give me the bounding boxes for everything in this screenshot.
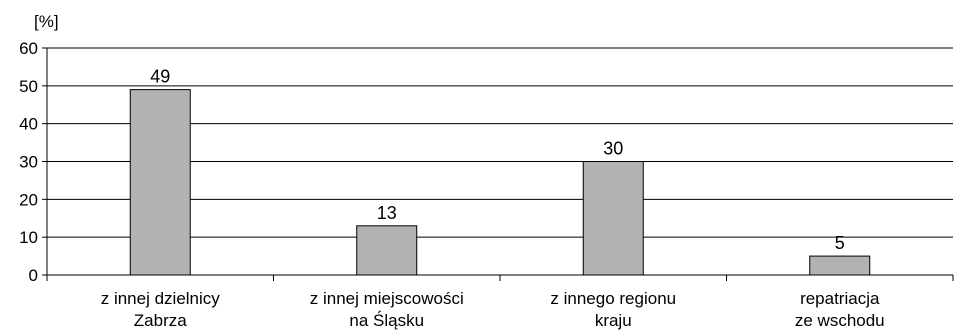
y-tick-label: 50: [19, 77, 38, 96]
data-label: 5: [835, 233, 845, 253]
bars: [129, 89, 871, 276]
category-label: z innego regionu: [550, 289, 676, 308]
category-label: kraju: [595, 311, 632, 330]
data-label: 49: [150, 67, 170, 87]
category-label: z innej dzielnicy: [101, 289, 221, 308]
data-label: 30: [603, 139, 623, 159]
y-axis-unit-label: [%]: [34, 12, 59, 31]
category-label: ze wschodu: [795, 311, 885, 330]
y-axis-ticks: 0 10 20 30 40 50 60: [19, 39, 47, 285]
data-labels: 49 13 30 5: [150, 67, 845, 253]
y-tick-label: 30: [19, 153, 38, 172]
y-tick-label: 20: [19, 190, 38, 209]
bar: [356, 225, 418, 276]
category-label: z innej miejscowości: [310, 289, 464, 308]
x-axis: [46, 48, 954, 281]
y-tick-label: 60: [19, 39, 38, 58]
category-labels: z innej dzielnicy Zabrza z innej miejscowo…: [101, 289, 885, 330]
bar: [582, 161, 644, 276]
category-label: repatriacja: [800, 289, 880, 308]
y-tick-label: 0: [29, 266, 38, 285]
gridlines: [47, 47, 953, 238]
category-label: Zabrza: [134, 311, 187, 330]
bar: [809, 255, 871, 276]
bar: [129, 89, 191, 276]
category-label: na Śląsku: [349, 311, 424, 330]
data-label: 13: [377, 203, 397, 223]
y-tick-label: 40: [19, 115, 38, 134]
y-tick-label: 10: [19, 228, 38, 247]
